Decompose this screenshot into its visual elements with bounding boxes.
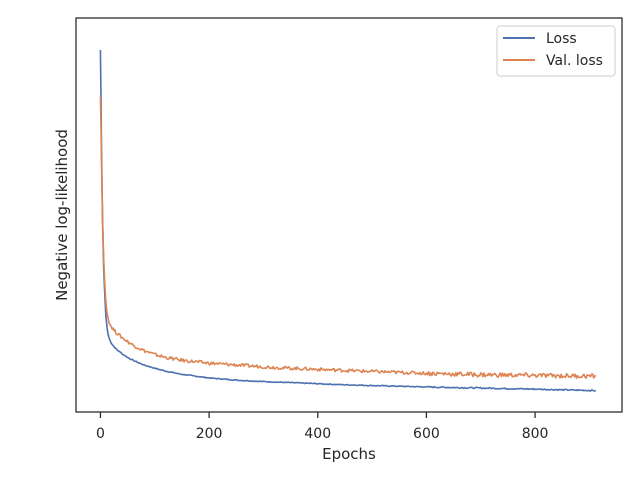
series-line-val-loss <box>99 96 597 380</box>
legend-label-loss: Loss <box>546 31 577 47</box>
x-axis-label: Epochs <box>322 445 376 463</box>
y-axis-label: Negative log-likelihood <box>53 129 71 301</box>
legend-label-val-loss: Val. loss <box>546 53 603 69</box>
x-tick-label: 0 <box>96 426 105 442</box>
plot-frame <box>75 17 623 413</box>
legend: Loss Val. loss <box>496 25 616 77</box>
series-line-loss <box>99 49 597 392</box>
x-tick-label: 400 <box>304 426 331 442</box>
plot-lines <box>99 49 597 392</box>
x-tick-label: 800 <box>522 426 549 442</box>
x-tick-label: 600 <box>413 426 440 442</box>
x-axis-ticks: 0 200 400 600 800 <box>96 412 548 442</box>
x-tick-label: 200 <box>196 426 223 442</box>
